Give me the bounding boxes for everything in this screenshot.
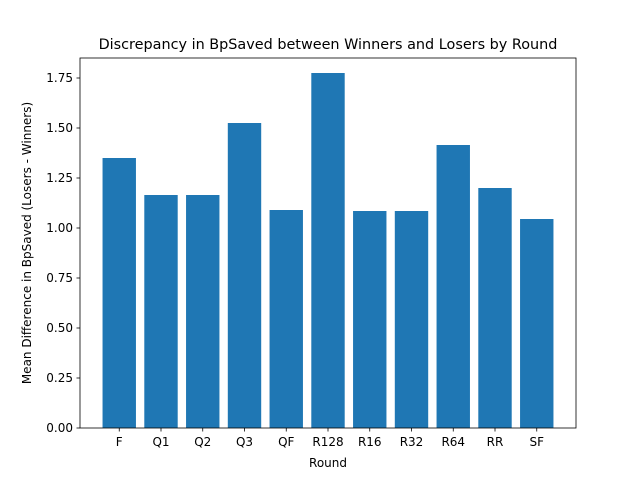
bar-r16: [353, 211, 387, 428]
bar-qf: [269, 210, 303, 428]
y-tick-label: 1.25: [46, 171, 73, 185]
y-tick-label: 0.25: [46, 371, 73, 385]
x-tick-label: Q2: [194, 435, 211, 449]
x-tick-label: SF: [529, 435, 544, 449]
y-tick-label: 0.00: [46, 421, 73, 435]
x-axis-ticks: F Q1 Q2 Q3 QF R128 R16 R32 R64 RR SF: [116, 428, 544, 449]
y-tick-label: 0.75: [46, 271, 73, 285]
x-axis-label: Round: [309, 456, 347, 470]
x-tick-label: R32: [400, 435, 424, 449]
bar-q2: [186, 195, 220, 428]
bar-r32: [394, 211, 429, 428]
y-tick-label: 1.50: [46, 121, 73, 135]
y-tick-label: 1.75: [46, 71, 73, 85]
x-tick-label: Q3: [236, 435, 253, 449]
y-tick-label: 1.00: [46, 221, 73, 235]
bars-group: [102, 73, 554, 428]
x-tick-label: R64: [441, 435, 465, 449]
x-tick-label: RR: [487, 435, 504, 449]
y-axis-ticks: 0.00 0.25 0.50 0.75 1.00 1.25 1.50 1.75: [46, 71, 80, 435]
x-tick-label: QF: [278, 435, 294, 449]
chart-title: Discrepancy in BpSaved between Winners a…: [99, 37, 558, 53]
bar-r64: [436, 145, 470, 428]
x-tick-label: R128: [312, 435, 343, 449]
x-tick-label: Q1: [152, 435, 169, 449]
x-tick-label: R16: [358, 435, 382, 449]
bar-sf: [520, 219, 554, 428]
y-axis-label: Mean Difference in BpSaved (Losers - Win…: [20, 102, 34, 384]
bar-q3: [227, 123, 262, 428]
bar-rr: [478, 188, 512, 428]
bar-q1: [144, 195, 178, 428]
y-tick-label: 0.50: [46, 321, 73, 335]
x-tick-label: F: [116, 435, 123, 449]
bar-f: [102, 158, 136, 428]
bar-r128: [311, 73, 345, 428]
plot-frame: [79, 57, 577, 429]
